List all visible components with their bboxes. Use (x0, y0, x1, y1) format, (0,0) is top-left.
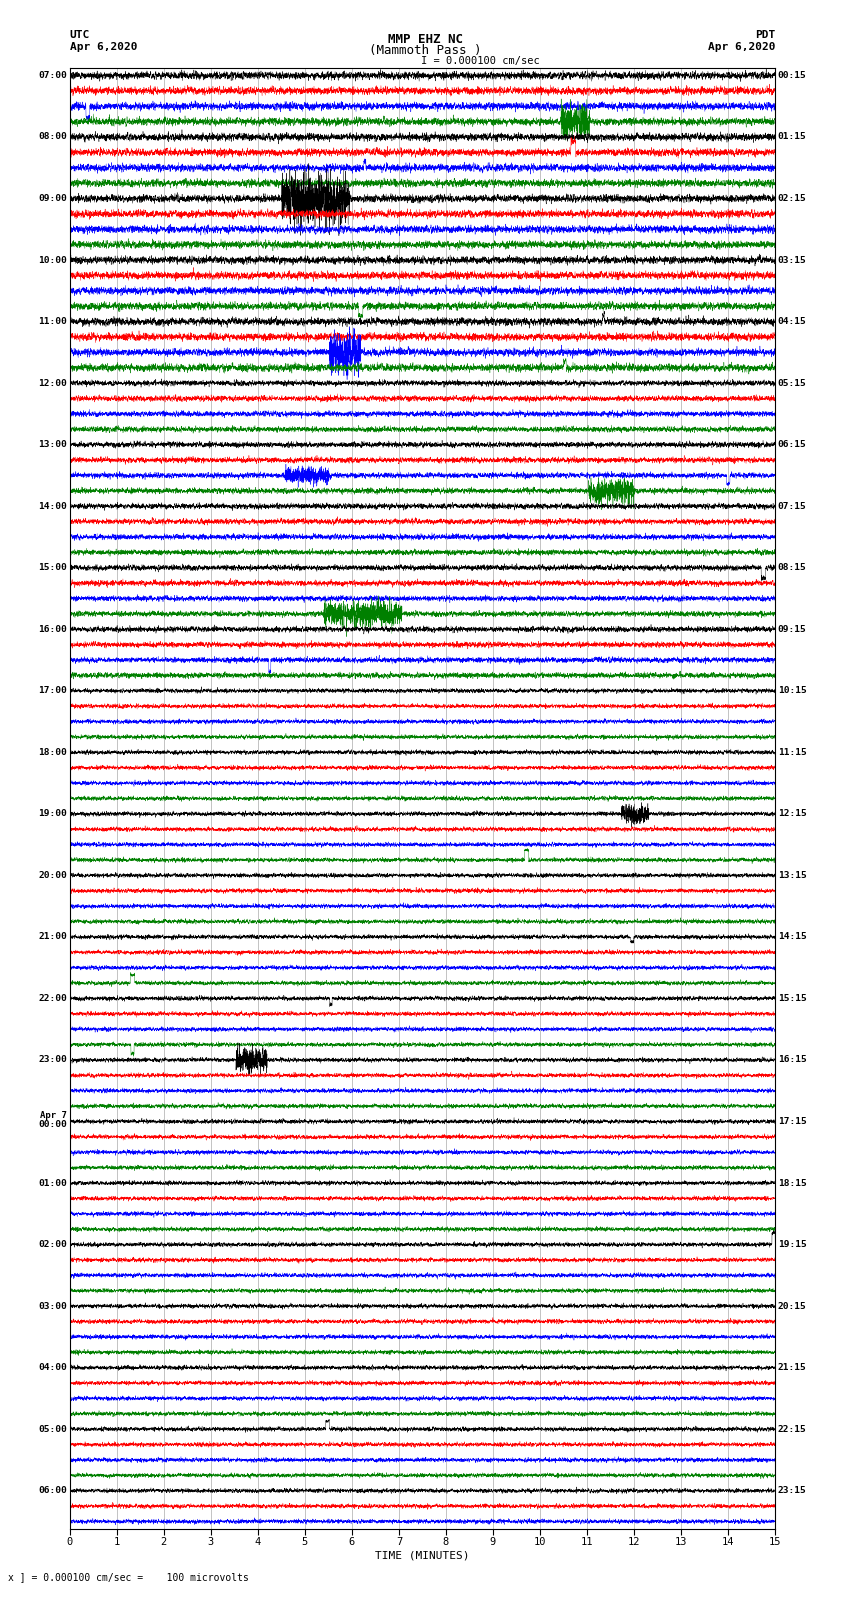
Text: 17:15: 17:15 (778, 1116, 807, 1126)
Text: 21:00: 21:00 (38, 932, 67, 942)
Text: 21:15: 21:15 (778, 1363, 807, 1373)
Text: I = 0.000100 cm/sec: I = 0.000100 cm/sec (421, 56, 540, 66)
Text: 08:00: 08:00 (38, 132, 67, 142)
Text: 06:00: 06:00 (38, 1486, 67, 1495)
Text: 14:00: 14:00 (38, 502, 67, 511)
Text: MMP EHZ NC: MMP EHZ NC (388, 32, 462, 47)
Text: 07:00: 07:00 (38, 71, 67, 81)
Text: 22:00: 22:00 (38, 994, 67, 1003)
Text: 15:15: 15:15 (778, 994, 807, 1003)
Text: 19:00: 19:00 (38, 810, 67, 818)
Text: 18:00: 18:00 (38, 748, 67, 756)
Text: 04:15: 04:15 (778, 318, 807, 326)
Text: 00:00: 00:00 (38, 1119, 67, 1129)
Text: 18:15: 18:15 (778, 1179, 807, 1187)
Text: 23:00: 23:00 (38, 1055, 67, 1065)
Text: 11:15: 11:15 (778, 748, 807, 756)
Text: 13:00: 13:00 (38, 440, 67, 448)
Text: 06:15: 06:15 (778, 440, 807, 448)
Text: 20:15: 20:15 (778, 1302, 807, 1311)
Text: 03:15: 03:15 (778, 255, 807, 265)
Text: 16:00: 16:00 (38, 624, 67, 634)
Text: 14:15: 14:15 (778, 932, 807, 942)
Text: x ] = 0.000100 cm/sec =    100 microvolts: x ] = 0.000100 cm/sec = 100 microvolts (8, 1573, 249, 1582)
Text: 08:15: 08:15 (778, 563, 807, 573)
Text: 05:15: 05:15 (778, 379, 807, 387)
Text: 12:00: 12:00 (38, 379, 67, 387)
Text: Apr 7: Apr 7 (40, 1110, 67, 1119)
Text: 12:15: 12:15 (778, 810, 807, 818)
Text: 23:15: 23:15 (778, 1486, 807, 1495)
Text: 03:00: 03:00 (38, 1302, 67, 1311)
Text: 22:15: 22:15 (778, 1424, 807, 1434)
Text: 02:00: 02:00 (38, 1240, 67, 1248)
Text: 16:15: 16:15 (778, 1055, 807, 1065)
Text: 04:00: 04:00 (38, 1363, 67, 1373)
X-axis label: TIME (MINUTES): TIME (MINUTES) (375, 1550, 470, 1560)
Text: 15:00: 15:00 (38, 563, 67, 573)
Text: UTC: UTC (70, 31, 90, 40)
Text: Apr 6,2020: Apr 6,2020 (70, 42, 137, 52)
Text: 09:15: 09:15 (778, 624, 807, 634)
Text: 17:00: 17:00 (38, 686, 67, 695)
Text: (Mammoth Pass ): (Mammoth Pass ) (369, 44, 481, 56)
Text: 10:15: 10:15 (778, 686, 807, 695)
Text: 11:00: 11:00 (38, 318, 67, 326)
Text: Apr 6,2020: Apr 6,2020 (708, 42, 775, 52)
Text: 19:15: 19:15 (778, 1240, 807, 1248)
Text: 01:15: 01:15 (778, 132, 807, 142)
Text: 20:00: 20:00 (38, 871, 67, 879)
Text: PDT: PDT (755, 31, 775, 40)
Text: 01:00: 01:00 (38, 1179, 67, 1187)
Text: 07:15: 07:15 (778, 502, 807, 511)
Text: 09:00: 09:00 (38, 194, 67, 203)
Text: 10:00: 10:00 (38, 255, 67, 265)
Text: 13:15: 13:15 (778, 871, 807, 879)
Text: 02:15: 02:15 (778, 194, 807, 203)
Text: 05:00: 05:00 (38, 1424, 67, 1434)
Text: 00:15: 00:15 (778, 71, 807, 81)
